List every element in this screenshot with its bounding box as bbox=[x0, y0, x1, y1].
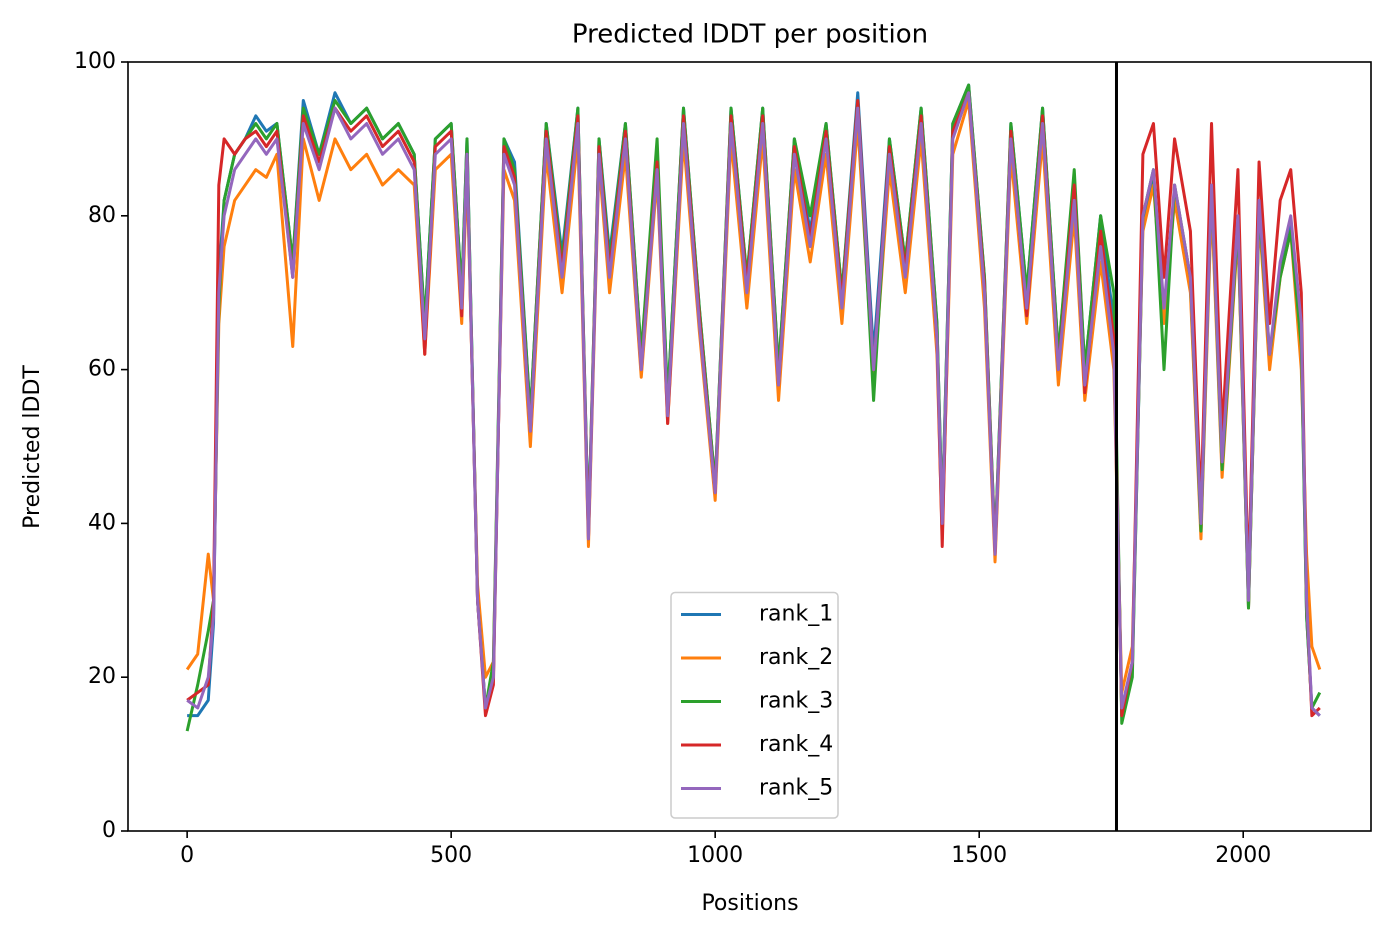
legend-label: rank_4 bbox=[759, 732, 833, 757]
x-tick-label: 1500 bbox=[951, 843, 1007, 868]
legend-frame bbox=[670, 591, 839, 819]
series-line bbox=[186, 91, 1321, 717]
legend-label: rank_2 bbox=[759, 645, 833, 670]
x-axis-label: Positions bbox=[701, 891, 798, 916]
y-tick-label: 20 bbox=[88, 664, 116, 689]
y-tick-label: 60 bbox=[88, 357, 116, 382]
y-tick-label: 0 bbox=[102, 818, 116, 843]
legend-label: rank_3 bbox=[759, 689, 833, 714]
y-tick-label: 80 bbox=[88, 203, 116, 228]
plot-frame bbox=[127, 61, 1372, 832]
series-line bbox=[185, 98, 1322, 695]
x-tick-label: 1000 bbox=[687, 843, 743, 868]
x-tick-label: 0 bbox=[180, 843, 194, 868]
chart-title: Predicted lDDT per position bbox=[572, 20, 928, 50]
x-tick-label: 2000 bbox=[1215, 843, 1271, 868]
legend-label: rank_5 bbox=[759, 776, 833, 801]
y-tick-label: 40 bbox=[88, 510, 116, 535]
y-tick-label: 100 bbox=[74, 49, 116, 74]
y-axis-label: Predicted lDDT bbox=[20, 365, 45, 529]
x-tick-label: 500 bbox=[430, 843, 472, 868]
legend-label: rank_1 bbox=[759, 602, 833, 627]
